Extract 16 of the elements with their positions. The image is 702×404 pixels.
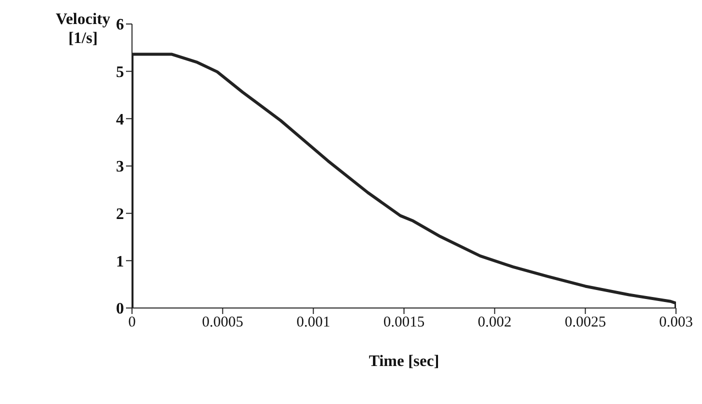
x-tick-label: 0.002	[478, 314, 512, 331]
x-tick-label: 0.003	[659, 314, 693, 331]
y-axis-title: Velocity [1/s]	[56, 11, 110, 47]
x-tick-label: 0.0015	[383, 314, 425, 331]
y-tick-label: 6	[116, 16, 124, 34]
x-tick-label: 0	[128, 314, 136, 331]
y-tick-label: 1	[116, 253, 124, 270]
x-axis-title: Time [sec]	[368, 353, 440, 370]
x-tick-label: 0.0005	[202, 314, 244, 331]
x-tick-label: 0.0025	[564, 314, 606, 331]
y-tick-label: 2	[116, 206, 124, 224]
y-tick-label: 5	[116, 64, 124, 82]
y-tick-label: 4	[116, 111, 124, 128]
x-tick-label: 0.001	[296, 314, 330, 331]
y-tick-label: 3	[116, 158, 124, 176]
y-tick-label: 0	[116, 300, 124, 318]
